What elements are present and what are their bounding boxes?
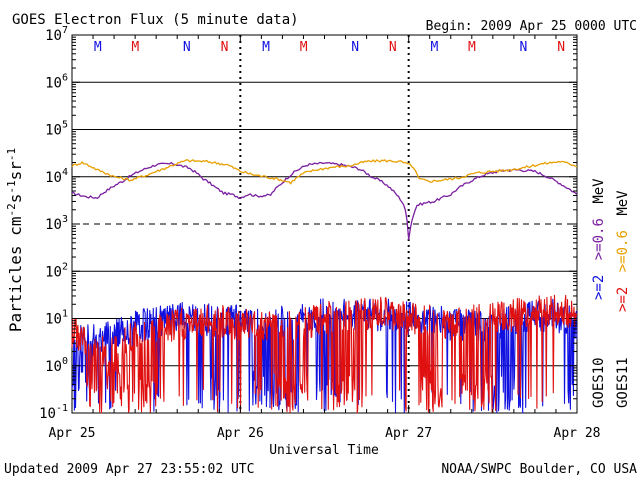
mn-marker-9: M — [468, 40, 476, 55]
mn-marker-1: M — [131, 40, 139, 55]
begin-label: Begin: 2009 Apr 25 0000 UTC — [426, 19, 637, 34]
y-tick-label-4: 103 — [45, 214, 68, 233]
legend-goes11-unit: MeV — [615, 190, 631, 216]
mn-marker-3: N — [221, 40, 229, 55]
y-axis-label: Particles cm-2s-1sr-1 — [5, 148, 25, 332]
y-axis: 107 106 105 104 103 102 101 100 10-1 — [39, 25, 577, 422]
series-goes10-2-mev — [71, 298, 578, 414]
series-goes11-2-mev — [71, 294, 577, 414]
series-goes10-0-6-mev — [71, 161, 578, 241]
mn-marker-11: N — [557, 40, 565, 55]
y-tick-label-7: 100 — [45, 356, 68, 375]
x-tick-label-3: Apr 28 — [554, 426, 601, 441]
y-tick-label-5: 102 — [45, 261, 68, 280]
x-tick-label-1: Apr 26 — [217, 426, 264, 441]
mn-marker-10: N — [520, 40, 528, 55]
source-credit: NOAA/SWPC Boulder, CO USA — [441, 462, 637, 477]
legend-goes10: >=2 >=0.6 MeV — [591, 178, 607, 300]
mn-marker-2: N — [183, 40, 191, 55]
y-tick-label-0: 107 — [45, 25, 68, 44]
series-goes11-0-6-mev — [71, 159, 578, 185]
y-tick-label-2: 105 — [45, 120, 68, 139]
y-tick-label-6: 101 — [45, 309, 68, 328]
chart-title: GOES Electron Flux (5 minute data) — [12, 12, 299, 28]
x-axis-label: Universal Time — [269, 443, 379, 458]
mn-marker-5: M — [300, 40, 308, 55]
mn-marker-8: M — [431, 40, 439, 55]
mn-marker-4: M — [262, 40, 270, 55]
legend-goes11: >=2 >=0.6 MeV — [615, 190, 631, 312]
y-tick-label-3: 104 — [45, 167, 68, 186]
legend-goes10-label: GOES10 — [591, 357, 607, 408]
updated-timestamp: Updated 2009 Apr 27 23:55:02 UTC — [4, 462, 254, 477]
legend-goes10-2mev: >=2 — [591, 275, 607, 300]
legend-goes10-unit: MeV — [591, 178, 607, 204]
legend-goes11-2mev: >=2 — [615, 287, 631, 312]
legend-goes11-06mev: >=0.6 — [615, 230, 631, 272]
series-layer — [71, 159, 578, 414]
legend-goes11-label: GOES11 — [615, 357, 631, 408]
x-tick-label-2: Apr 27 — [385, 426, 432, 441]
y-tick-label-1: 106 — [45, 72, 68, 91]
legend: >=2 >=0.6 MeV GOES10 >=2 >=0.6 MeV GOES1… — [591, 178, 631, 408]
legend-goes10-06mev: >=0.6 — [591, 218, 607, 260]
mn-marker-0: M — [94, 40, 102, 55]
y-tick-label-8: 10-1 — [39, 403, 68, 422]
mn-marker-7: N — [389, 40, 397, 55]
x-tick-label-0: Apr 25 — [49, 426, 96, 441]
mn-marker-6: N — [351, 40, 359, 55]
x-axis: Apr 25 Apr 26 Apr 27 Apr 28 — [49, 35, 601, 441]
